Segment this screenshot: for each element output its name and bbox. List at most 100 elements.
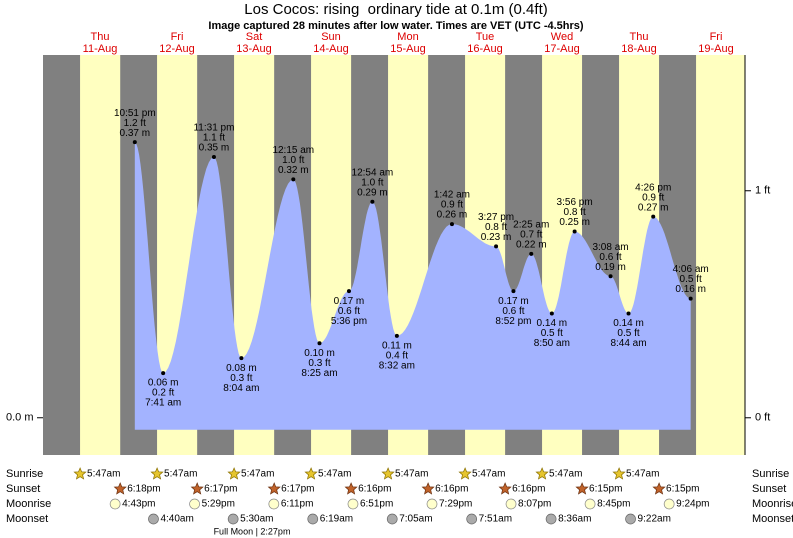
tide-label: 8:44 am (610, 338, 646, 349)
tide-label: 0.3 ft (230, 373, 252, 384)
tide-label: 0.5 ft (617, 328, 639, 339)
date-label: 14-Aug (313, 43, 348, 55)
date-label: 15-Aug (390, 43, 425, 55)
sunset-icon (575, 482, 589, 495)
tide-label: 0.5 ft (680, 274, 702, 285)
tide-point (370, 199, 375, 204)
tide-label: 8:50 am (534, 338, 570, 349)
tide-label: 0.25 m (559, 217, 590, 228)
moonrise-time: 5:29pm (202, 499, 235, 510)
tide-label: 0.8 ft (485, 222, 507, 233)
moonrise-time: 8:45pm (597, 499, 630, 510)
moonrise-time: 4:43pm (122, 499, 155, 510)
sunset-icon (421, 482, 435, 495)
tide-label: 0.06 m (148, 378, 179, 389)
moonrise-icon (584, 498, 596, 510)
moonset-icon (625, 513, 636, 525)
sunset-time: 6:17pm (204, 484, 237, 495)
tide-label: 2:25 am (513, 220, 549, 231)
sunrise-icon (304, 467, 318, 480)
tide-label: 0.4 ft (386, 350, 408, 361)
tide-label: 4:06 am (673, 264, 709, 275)
sunrise-icon (381, 467, 395, 480)
moonset-icon (148, 513, 159, 525)
moonset-time: 5:30am (240, 514, 273, 525)
sunrise-icon (458, 467, 472, 480)
tide-label: 0.27 m (638, 202, 669, 213)
moonrise-time: 6:11pm (281, 499, 314, 510)
tide-label: 0.23 m (481, 232, 512, 243)
tide-label: 0.5 ft (541, 328, 563, 339)
row-label: Sunrise (6, 468, 43, 480)
row-label: Moonset (6, 513, 48, 525)
sunset-time: 6:16pm (512, 484, 545, 495)
tide-label: 0.08 m (226, 363, 257, 374)
tide-point (494, 244, 499, 249)
tide-label: 0.7 ft (520, 230, 542, 241)
row-label: Moonrise (752, 498, 793, 510)
weekday-label: Fri (710, 31, 723, 43)
y2-tick-label: 0 ft (755, 412, 770, 424)
tide-label: 12:15 am (272, 145, 314, 156)
moonrise-icon (189, 498, 200, 510)
weekday-label: Sun (321, 31, 341, 43)
tide-label: 3:08 am (592, 242, 628, 253)
tide-label: 0.6 ft (338, 306, 360, 317)
sunrise-time: 5:47am (395, 469, 428, 480)
sunrise-icon (73, 467, 87, 480)
weekday-label: Fri (171, 31, 184, 43)
tide-label: 5:36 pm (331, 316, 367, 327)
sunset-icon (267, 482, 281, 495)
tide-label: 0.32 m (278, 165, 309, 176)
date-label: 19-Aug (698, 43, 733, 55)
tide-label: 12:54 am (352, 167, 394, 178)
sunrise-time: 5:47am (318, 469, 351, 480)
sunset-time: 6:16pm (358, 484, 391, 495)
tide-label: 0.19 m (595, 262, 626, 273)
tide-label: 0.17 m (498, 296, 529, 307)
row-label: Sunset (6, 483, 40, 495)
date-label: 11-Aug (83, 43, 118, 55)
sunset-icon (113, 482, 127, 495)
date-label: 16-Aug (467, 43, 502, 55)
sunrise-icon (535, 467, 549, 480)
tide-label: 0.3 ft (308, 358, 330, 369)
tide-label: 0.9 ft (441, 200, 463, 211)
sunrise-time: 5:47am (87, 469, 120, 480)
sunset-time: 6:16pm (435, 484, 468, 495)
sunset-time: 6:17pm (281, 484, 314, 495)
tide-label: 0.8 ft (563, 207, 585, 218)
moonset-time: 6:19am (320, 514, 353, 525)
moonset-icon (545, 513, 557, 525)
tide-label: 11:31 pm (193, 123, 234, 134)
moonrise-icon (663, 498, 675, 510)
date-label: 13-Aug (236, 43, 271, 55)
tide-label: 0.35 m (199, 143, 230, 154)
tide-label: 0.16 m (675, 284, 706, 295)
tide-label: 1.1 ft (203, 133, 225, 144)
tide-label: 0.11 m (382, 340, 412, 351)
tide-label: 1:42 am (434, 190, 470, 201)
sunrise-icon (612, 467, 626, 480)
moonset-icon (307, 513, 319, 525)
sunset-icon (344, 482, 358, 495)
moonset-time: 9:22am (638, 514, 671, 525)
tide-label: 0.9 ft (642, 192, 664, 203)
sunset-time: 6:18pm (127, 484, 160, 495)
y2-tick-label: 1 ft (755, 185, 770, 197)
moonrise-icon (505, 498, 517, 510)
tide-point (394, 333, 399, 338)
tide-label: 1.0 ft (361, 177, 383, 188)
tide-label: 0.6 ft (502, 306, 524, 317)
sunset-time: 6:15pm (666, 484, 699, 495)
tide-point (346, 289, 351, 294)
tide-point (132, 140, 137, 145)
tide-label: 0.17 m (334, 296, 365, 307)
full-moon-note: Full Moon | 2:27pm (214, 526, 291, 536)
sunset-time: 6:15pm (589, 484, 622, 495)
sunrise-time: 5:47am (164, 469, 197, 480)
tide-point (572, 229, 577, 234)
tide-point (529, 251, 534, 256)
date-label: 18-Aug (621, 43, 656, 55)
moonrise-icon (347, 498, 359, 510)
